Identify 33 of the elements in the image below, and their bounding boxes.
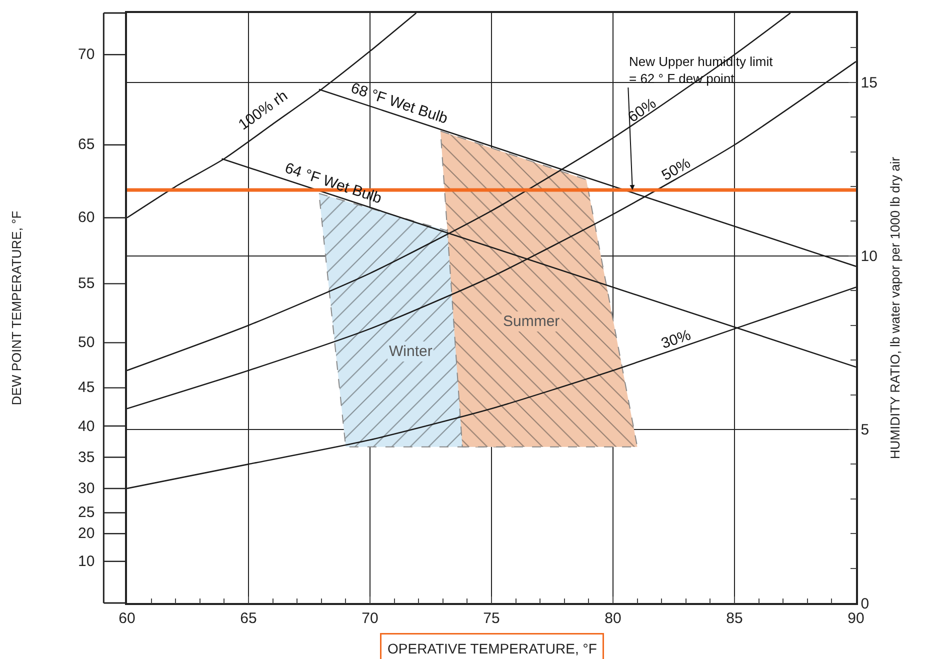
annotation: 64 °F Wet Bulb bbox=[282, 160, 384, 208]
x-tick-label: 70 bbox=[362, 610, 378, 627]
text: 10 bbox=[78, 553, 95, 570]
text: 25 bbox=[78, 504, 95, 521]
x-tick-label: 85 bbox=[726, 610, 743, 627]
text: 30 bbox=[78, 480, 95, 497]
text: 40 bbox=[78, 418, 95, 435]
text: 20 bbox=[78, 525, 95, 542]
text: 45 bbox=[78, 379, 95, 396]
text: 70 bbox=[78, 46, 95, 63]
x-tick-label: 90 bbox=[848, 610, 864, 627]
series-label: Summer bbox=[503, 313, 560, 330]
text: DEW POINT TEMPERATURE, °F bbox=[9, 210, 24, 406]
text: 35 bbox=[78, 449, 95, 466]
text: 65 bbox=[78, 136, 95, 153]
annotation: 50% bbox=[658, 154, 694, 184]
annotation: 60% bbox=[625, 95, 660, 126]
annotation: 68 °F Wet Bulb bbox=[348, 80, 450, 128]
y-tick-label: 0 bbox=[860, 595, 870, 612]
x-tick-label: 75 bbox=[483, 610, 500, 627]
series-label: Winter bbox=[389, 343, 432, 360]
text: 60 bbox=[78, 209, 95, 226]
annotation: 30% bbox=[659, 326, 694, 352]
x-tick-label: 65 bbox=[240, 610, 257, 627]
y-tick-label: 5 bbox=[860, 422, 870, 439]
text: 55 bbox=[78, 275, 95, 292]
x-tick-label: 60 bbox=[118, 610, 136, 627]
y-tick-label: 15 bbox=[860, 74, 878, 92]
y-axis-title: HUMIDITY RATIO, lb water vapor per 1000 lb dry air bbox=[888, 156, 903, 460]
x-axis-title: OPERATIVE TEMPERATURE, °F bbox=[388, 640, 597, 656]
text: 50 bbox=[78, 334, 95, 351]
y-tick-label: 10 bbox=[860, 248, 878, 266]
x-tick-label: 80 bbox=[604, 610, 622, 627]
